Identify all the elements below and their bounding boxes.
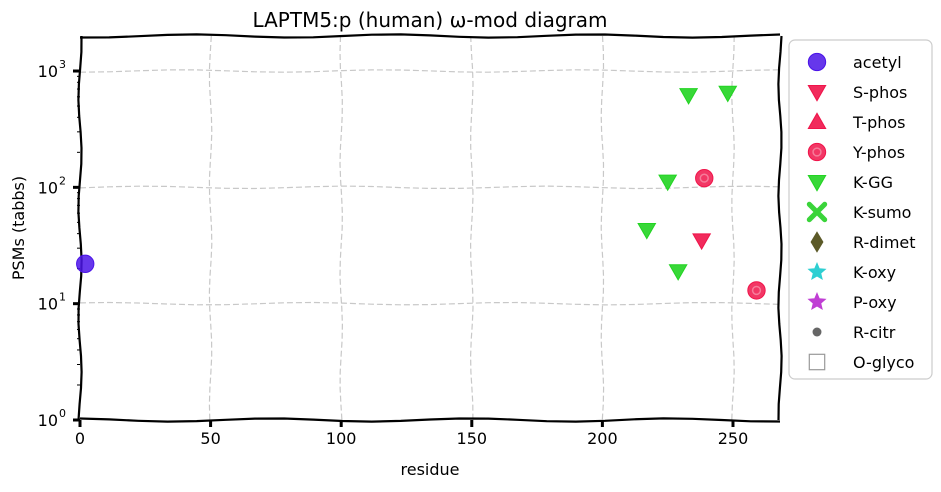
y-gridline (79, 185, 781, 190)
frame-left (77, 35, 83, 421)
legend-label: K-GG (853, 173, 893, 192)
x-axis-label: residue (401, 460, 460, 479)
legend-marker-s-phos (807, 84, 827, 102)
frame-bottom (79, 417, 781, 423)
legend-label: S-phos (853, 83, 907, 102)
legend-marker-k-gg (807, 174, 827, 192)
x-tick-label: 50 (200, 429, 220, 448)
x-gridline (600, 35, 605, 421)
y-axis-label: PSMs (tabbs) (9, 176, 28, 280)
x-tick-label: 100 (326, 429, 357, 448)
y-tick-exponent: 3 (59, 58, 66, 71)
data-point-k-gg (637, 222, 657, 240)
legend-box (788, 39, 933, 380)
legend: acetyl S-phos T-phos Y-phos K-GG K-sumo R-dime… (788, 39, 933, 380)
x-gridline (208, 35, 213, 421)
legend-label: acetyl (853, 53, 902, 72)
legend-marker-r-citr (812, 327, 822, 337)
legend-marker-k-oxy (807, 262, 827, 281)
data-point-k-gg (679, 88, 699, 105)
x-gridline (339, 35, 344, 421)
legend-marker-k-sumo (806, 201, 828, 223)
chart-title: LAPTM5:p (human) ω-mod diagram (253, 8, 608, 32)
y-tick-exponent: 1 (59, 291, 66, 304)
y-tick-label: 10 (38, 411, 58, 430)
y-tick-label: 10 (38, 62, 58, 81)
x-gridline (731, 35, 735, 421)
legend-label: R-dimet (853, 233, 916, 252)
legend-label: K-sumo (853, 203, 911, 222)
y-gridline (79, 301, 781, 306)
x-tick-label: 250 (718, 429, 749, 448)
x-gridline (469, 35, 474, 421)
data-point-acetyl (76, 254, 95, 274)
legend-label: T-phos (852, 113, 906, 132)
data-point-y-phos (747, 281, 766, 300)
legend-label: R-citr (853, 323, 896, 342)
x-tick-label: 200 (587, 429, 618, 448)
legend-marker-t-phos (807, 112, 827, 130)
x-tick-label: 150 (457, 429, 488, 448)
legend-marker-r-dimet (810, 231, 824, 253)
y-tick-exponent: 0 (59, 407, 66, 420)
y-tick-exponent: 2 (59, 174, 66, 187)
data-points (76, 85, 766, 300)
legend-marker-acetyl (807, 52, 827, 72)
x-axis-ticks: 0 50 100 150 200 250 (75, 420, 748, 448)
data-point-k-gg (658, 174, 678, 192)
data-point-k-gg (668, 264, 688, 281)
data-point-s-phos (692, 233, 712, 251)
frame-right (777, 35, 783, 421)
y-tick-label: 10 (38, 295, 58, 314)
data-point-y-phos (695, 168, 714, 188)
x-tick-label: 0 (75, 429, 85, 448)
frame-top (79, 33, 781, 39)
y-gridline (79, 69, 781, 73)
y-tick-label: 10 (38, 178, 58, 197)
data-point-k-gg (718, 85, 738, 103)
legend-label: P-oxy (853, 293, 897, 312)
legend-marker-p-oxy (807, 292, 827, 311)
plot-frame (77, 33, 783, 423)
legend-label: K-oxy (853, 263, 896, 282)
legend-marker-y-phos (807, 142, 827, 162)
legend-marker-o-glyco (808, 353, 826, 371)
grid (78, 35, 781, 421)
legend-label: O-glyco (853, 353, 914, 372)
legend-label: Y-phos (852, 143, 905, 162)
